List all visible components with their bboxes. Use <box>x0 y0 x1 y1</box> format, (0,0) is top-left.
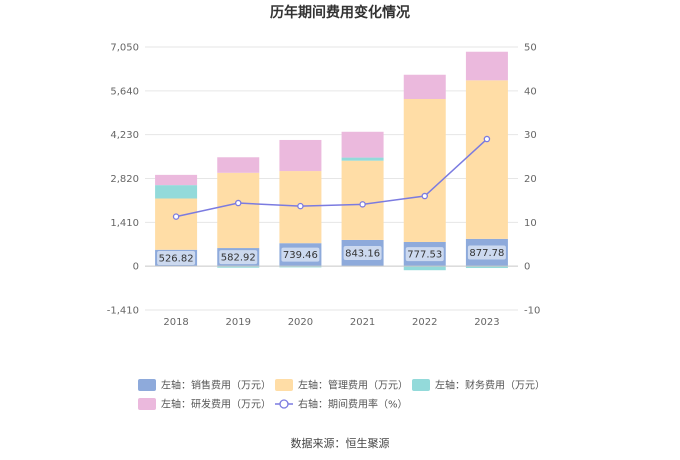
legend-item[interactable]: 右轴：期间费用率（%） <box>275 398 408 411</box>
bar-label-background <box>405 247 444 262</box>
legend-label: 左轴：研发费用（万元） <box>161 398 271 411</box>
bar-label-background <box>467 245 506 260</box>
right-axis-tick-label: 0 <box>524 262 530 273</box>
line-point <box>234 199 242 207</box>
bar-label-background <box>219 250 258 265</box>
source-note: 数据来源：恒生聚源 <box>291 436 390 450</box>
expense-rate-line <box>172 135 491 220</box>
legend-item[interactable]: 左轴：管理费用（万元） <box>275 379 408 392</box>
right-axis-tick-label: 30 <box>524 130 537 141</box>
right-axis-tick-label: -10 <box>524 306 540 317</box>
legend-swatch <box>138 398 156 410</box>
bar-segment <box>155 174 198 186</box>
x-axis-tick-label: 2018 <box>163 317 188 328</box>
line-point <box>297 202 304 210</box>
bar-segment <box>341 157 384 161</box>
x-axis-tick-label: 2021 <box>350 317 375 328</box>
bar-segment <box>403 266 446 271</box>
bar-value-label: 777.53 <box>407 250 442 261</box>
legend-line-marker <box>279 399 289 409</box>
x-axis-tick-label: 2019 <box>226 317 251 328</box>
line-point <box>421 192 428 200</box>
bar-segment <box>155 185 198 199</box>
legend-swatch <box>275 379 293 391</box>
line-point <box>172 213 180 220</box>
bar-segment <box>341 131 384 158</box>
bar-segment <box>341 160 384 240</box>
left-axis-tick-label: 1,410 <box>110 218 139 229</box>
legend-label: 左轴：管理费用（万元） <box>298 379 408 392</box>
bar-value-label: 526.82 <box>159 253 194 264</box>
x-axis-tick-label: 2022 <box>412 317 437 328</box>
bar-segment <box>279 139 322 172</box>
legend-item[interactable]: 左轴：研发费用（万元） <box>138 398 271 411</box>
bars <box>155 51 508 271</box>
left-axis-tick-label: 5,640 <box>110 86 139 97</box>
left-axis-tick-label: 2,820 <box>110 174 139 185</box>
legend-label: 左轴：销售费用（万元） <box>161 379 271 392</box>
legend-item[interactable]: 左轴：销售费用（万元） <box>138 379 271 392</box>
legend-item[interactable]: 左轴：财务费用（万元） <box>412 379 545 392</box>
bar-segment <box>465 266 508 269</box>
right-axis-tick-label: 40 <box>524 86 537 97</box>
bar-value-label: 582.92 <box>221 253 256 264</box>
left-axis-tick-label: 4,230 <box>110 130 139 141</box>
chart-title: 历年期间费用变化情况 <box>270 4 410 21</box>
line-point <box>483 135 491 143</box>
legend-swatch <box>412 379 430 391</box>
right-axis-tick-label: 10 <box>524 218 537 229</box>
bar-segment <box>217 172 260 249</box>
bar-segment <box>279 266 322 268</box>
legend-label: 左轴：财务费用（万元） <box>435 379 545 392</box>
x-axis-tick-label: 2023 <box>474 317 499 328</box>
bar-segment <box>155 198 198 250</box>
bar-label-background <box>157 250 196 265</box>
bar-value-label: 843.16 <box>345 249 380 260</box>
line-path <box>175 138 488 218</box>
line-point <box>359 201 366 208</box>
bar-segment <box>217 266 260 268</box>
bar-label-background <box>281 247 320 262</box>
bar-label-background <box>343 246 382 261</box>
x-axis-tick-label: 2020 <box>288 317 313 328</box>
bar-value-label: 739.46 <box>283 250 318 261</box>
bar-segment <box>217 157 260 173</box>
right-axis-tick-label: 20 <box>524 174 537 185</box>
bar-segment <box>465 80 508 239</box>
legend-label: 右轴：期间费用率（%） <box>298 398 408 411</box>
bar-segment <box>403 98 446 242</box>
bar-value-labels: 526.82 582.92 739.46 843.16 777.53 877.78 <box>157 245 506 265</box>
bar-value-label: 877.78 <box>469 248 504 259</box>
left-axis-tick-label: 7,050 <box>110 43 139 54</box>
legend: 左轴：销售费用（万元） 左轴：管理费用（万元） 左轴：财务费用（万元） 左轴：研发费用… <box>138 379 545 411</box>
bar-segment <box>465 51 508 81</box>
left-axis-tick-label: -1,410 <box>107 306 139 317</box>
bar-segment <box>403 74 446 99</box>
x-axis-ticks: 2018 2019 2020 2021 2022 2023 <box>163 317 499 328</box>
left-axis-ticks: 7,050 5,640 4,230 2,820 1,410 0 -1,410 <box>107 43 139 317</box>
gridlines <box>145 46 518 311</box>
left-axis-tick-label: 0 <box>133 262 139 273</box>
right-axis-tick-label: 50 <box>524 43 537 54</box>
legend-swatch <box>138 379 156 391</box>
right-axis-ticks: 50 40 30 20 10 0 -10 <box>524 43 540 317</box>
